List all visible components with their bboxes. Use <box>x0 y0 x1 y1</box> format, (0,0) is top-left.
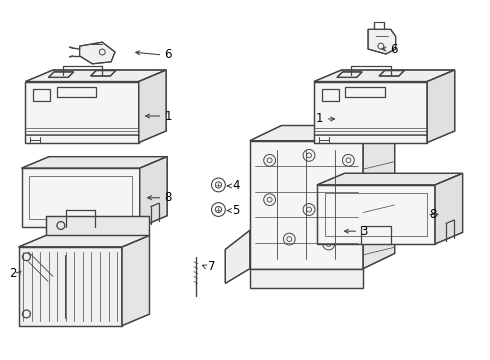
Polygon shape <box>435 174 463 244</box>
Polygon shape <box>337 72 362 77</box>
Polygon shape <box>314 70 455 82</box>
Polygon shape <box>25 82 139 143</box>
Polygon shape <box>25 70 166 82</box>
Polygon shape <box>317 185 435 244</box>
Polygon shape <box>139 70 166 143</box>
Text: 4: 4 <box>232 179 240 192</box>
Polygon shape <box>250 269 363 288</box>
Polygon shape <box>19 247 122 326</box>
Text: 5: 5 <box>232 204 240 217</box>
Polygon shape <box>250 141 363 269</box>
Polygon shape <box>250 126 394 141</box>
Text: 3: 3 <box>360 225 368 238</box>
Polygon shape <box>314 82 427 143</box>
Polygon shape <box>22 157 167 168</box>
Polygon shape <box>122 235 149 326</box>
Text: 8: 8 <box>429 208 437 221</box>
Polygon shape <box>91 71 116 76</box>
Polygon shape <box>140 157 167 227</box>
Text: 6: 6 <box>164 49 172 62</box>
Polygon shape <box>49 72 74 77</box>
Text: 1: 1 <box>316 112 323 125</box>
Polygon shape <box>79 42 115 64</box>
Text: 7: 7 <box>208 260 215 273</box>
Polygon shape <box>379 71 404 76</box>
Polygon shape <box>427 70 455 143</box>
Polygon shape <box>19 235 149 247</box>
Text: 6: 6 <box>390 42 397 55</box>
Text: 1: 1 <box>164 109 172 122</box>
Polygon shape <box>225 230 250 283</box>
Polygon shape <box>363 126 394 269</box>
Polygon shape <box>22 168 140 227</box>
Text: 8: 8 <box>164 191 171 204</box>
Polygon shape <box>46 216 149 235</box>
Polygon shape <box>368 30 395 54</box>
Text: 2: 2 <box>9 267 16 280</box>
Polygon shape <box>317 174 463 185</box>
